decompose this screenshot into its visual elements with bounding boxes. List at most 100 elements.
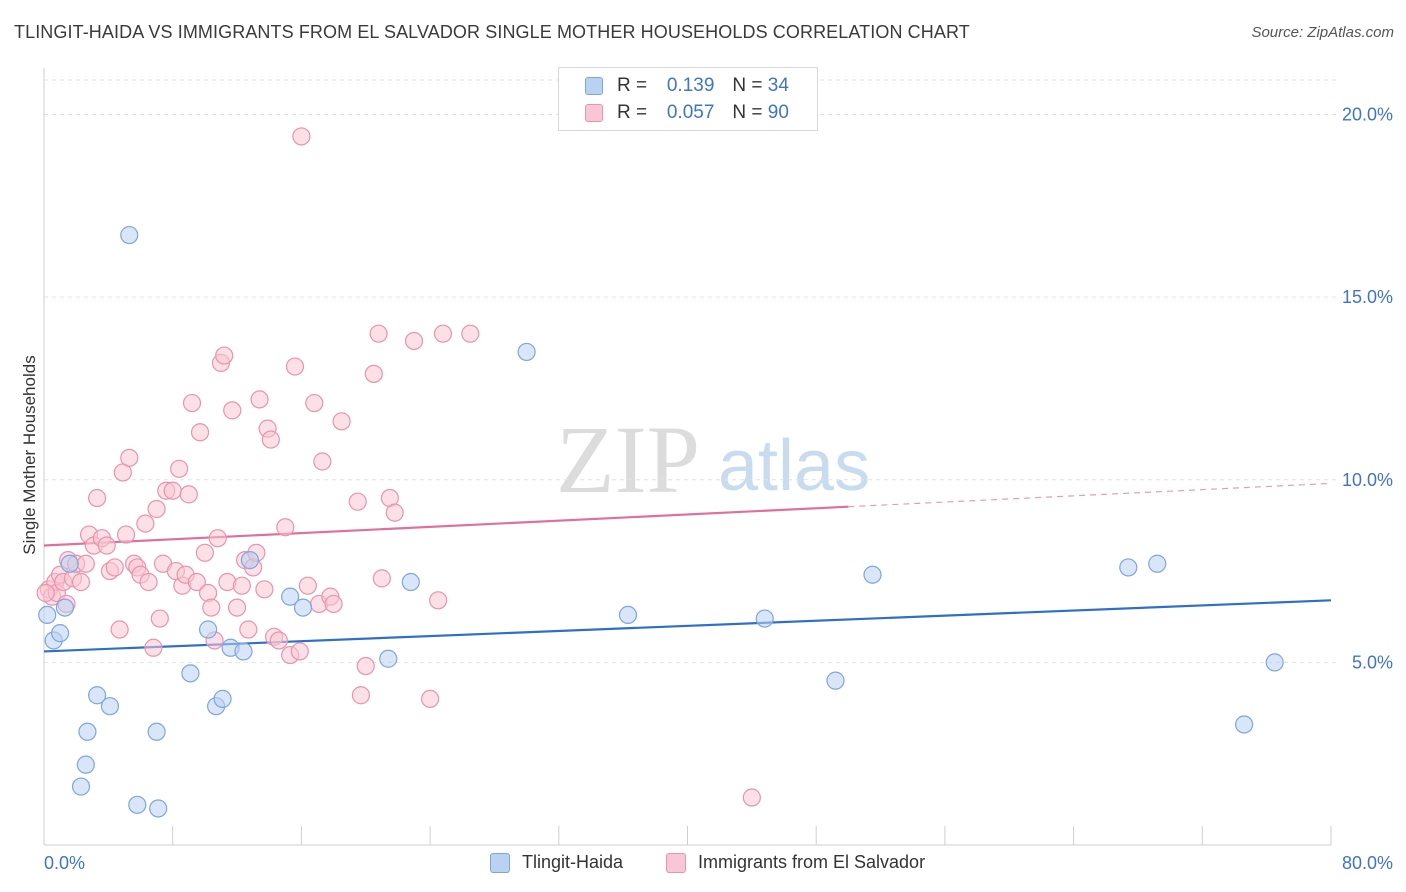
y-tick-label: 5.0% xyxy=(1352,652,1393,672)
el-salvador-point xyxy=(187,572,206,592)
tlingit-haida-point xyxy=(401,572,420,592)
el-salvador-point xyxy=(223,401,242,420)
tlingit-haida-point xyxy=(863,565,882,584)
el-salvador-point xyxy=(215,346,234,365)
tlingit-haida-point xyxy=(50,624,70,643)
bottom-legend-swatch-blue xyxy=(490,852,510,873)
el-salvador-point xyxy=(292,127,311,146)
trend-line-solid xyxy=(43,505,849,547)
el-salvador-point xyxy=(290,642,309,661)
el-salvador-point xyxy=(144,638,163,657)
el-salvador-point xyxy=(404,331,424,351)
tlingit-haida-point xyxy=(240,551,260,570)
tlingit-haida-point xyxy=(293,598,313,617)
tlingit-haida-point xyxy=(379,649,398,668)
tick-labels: 5.0% 10.0% 15.0% 20.0% 0.0% 80.0% xyxy=(44,105,1393,873)
legend-row-immigrants-el-salvador: R = 0.057 N = 90 xyxy=(585,100,789,126)
stats-legend: R = 0.139 N = 34 R = 0.057 N = 90 xyxy=(558,67,818,131)
el-salvador-point xyxy=(364,364,383,383)
el-salvador-point xyxy=(356,656,375,676)
bottom-legend-item-immigrants-el-salvador: Immigrants from El Salvador xyxy=(666,852,925,873)
legend-swatch-pink xyxy=(585,104,603,122)
y-axis-label: Single Mother Households xyxy=(20,355,39,555)
el-salvador-point xyxy=(120,448,139,467)
legend-r-label: R = xyxy=(617,75,648,96)
tlingit-haida-point xyxy=(1119,558,1138,577)
el-salvador-point xyxy=(461,324,480,343)
el-salvador-point xyxy=(182,393,202,413)
el-salvador-point xyxy=(150,609,169,628)
el-salvador-point xyxy=(429,591,448,610)
tlingit-haida-point xyxy=(38,605,57,625)
tlingit-haida-point xyxy=(55,598,75,617)
trend-lines xyxy=(43,482,1332,653)
tlingit-haida-point xyxy=(147,722,166,741)
el-salvador-point xyxy=(433,324,453,343)
tlingit-haida-point xyxy=(78,722,97,741)
el-salvador-point xyxy=(250,390,269,409)
el-salvador-point xyxy=(369,324,388,343)
tlingit-haida-point xyxy=(213,689,232,709)
watermark-atlas: atlas xyxy=(718,426,870,506)
el-salvador-point xyxy=(76,554,95,573)
source-label: Source: ZipAtlas.com xyxy=(1251,24,1394,41)
el-salvador-point xyxy=(239,620,258,639)
legend-n-label: N = xyxy=(732,75,763,96)
tlingit-haida-point xyxy=(181,664,200,683)
el-salvador-point xyxy=(351,686,371,705)
el-salvador-point xyxy=(110,620,129,639)
el-salvador-point xyxy=(285,357,305,376)
legend-r-label: R = xyxy=(617,102,648,123)
el-salvador-point xyxy=(87,488,107,508)
el-salvador-point xyxy=(170,459,189,478)
watermark-zip: ZIP xyxy=(556,406,700,513)
tlingit-haida-point xyxy=(128,795,147,814)
el-salvador-point xyxy=(36,583,55,603)
legend-n-value: 90 xyxy=(767,102,789,123)
tlingit-haida-point xyxy=(120,225,139,245)
watermark: ZIP atlas xyxy=(556,406,870,513)
tlingit-haida-point xyxy=(100,697,120,716)
el-salvador-point xyxy=(163,481,182,500)
el-salvador-point xyxy=(255,580,274,599)
y-tick-label: 15.0% xyxy=(1342,287,1393,307)
bottom-legend-swatch-pink xyxy=(666,852,686,873)
tlingit-haida-point xyxy=(1148,554,1167,573)
el-salvador-point xyxy=(190,423,210,442)
x-tick-label: 0.0% xyxy=(44,853,85,873)
tlingit-haida-point xyxy=(234,642,253,661)
el-salvador-point xyxy=(202,598,221,617)
tlingit-haida-point xyxy=(149,799,168,818)
legend-n-value: 34 xyxy=(767,75,789,96)
legend-r-value: 0.139 xyxy=(666,75,715,96)
chart-title: TLINGIT-HAIDA VS IMMIGRANTS FROM EL SALV… xyxy=(14,22,970,42)
el-salvador-point xyxy=(136,514,155,533)
el-salvador-point xyxy=(324,594,343,614)
tlingit-haida-point xyxy=(198,620,218,639)
tlingit-haida-point xyxy=(71,777,91,796)
el-salvador-point xyxy=(227,598,247,617)
tlingit-haida-point xyxy=(755,609,774,628)
el-salvador-point xyxy=(742,788,761,807)
el-salvador-point xyxy=(232,576,251,595)
x-tick-label: 80.0% xyxy=(1342,853,1393,873)
el-salvador-point xyxy=(385,503,404,522)
trend-line-solid xyxy=(43,599,1332,653)
el-salvador-point xyxy=(298,576,317,595)
el-salvador-point xyxy=(276,518,295,537)
tlingit-haida-point xyxy=(1265,653,1284,672)
axes xyxy=(43,68,1332,846)
el-salvador-point xyxy=(71,572,91,592)
el-salvador-point xyxy=(179,485,198,504)
el-salvador-point xyxy=(105,558,124,577)
tlingit-haida-point xyxy=(60,554,79,573)
el-salvador-point xyxy=(348,492,367,511)
y-tick-label: 10.0% xyxy=(1342,470,1393,490)
el-salvador-point xyxy=(139,572,158,592)
legend-n-label: N = xyxy=(732,102,763,123)
el-salvador-point xyxy=(97,536,116,555)
legend-swatch-blue xyxy=(585,77,603,95)
bottom-legend: Tlingit-Haida Immigrants from El Salvado… xyxy=(0,852,1406,878)
el-salvador-point xyxy=(147,499,166,519)
